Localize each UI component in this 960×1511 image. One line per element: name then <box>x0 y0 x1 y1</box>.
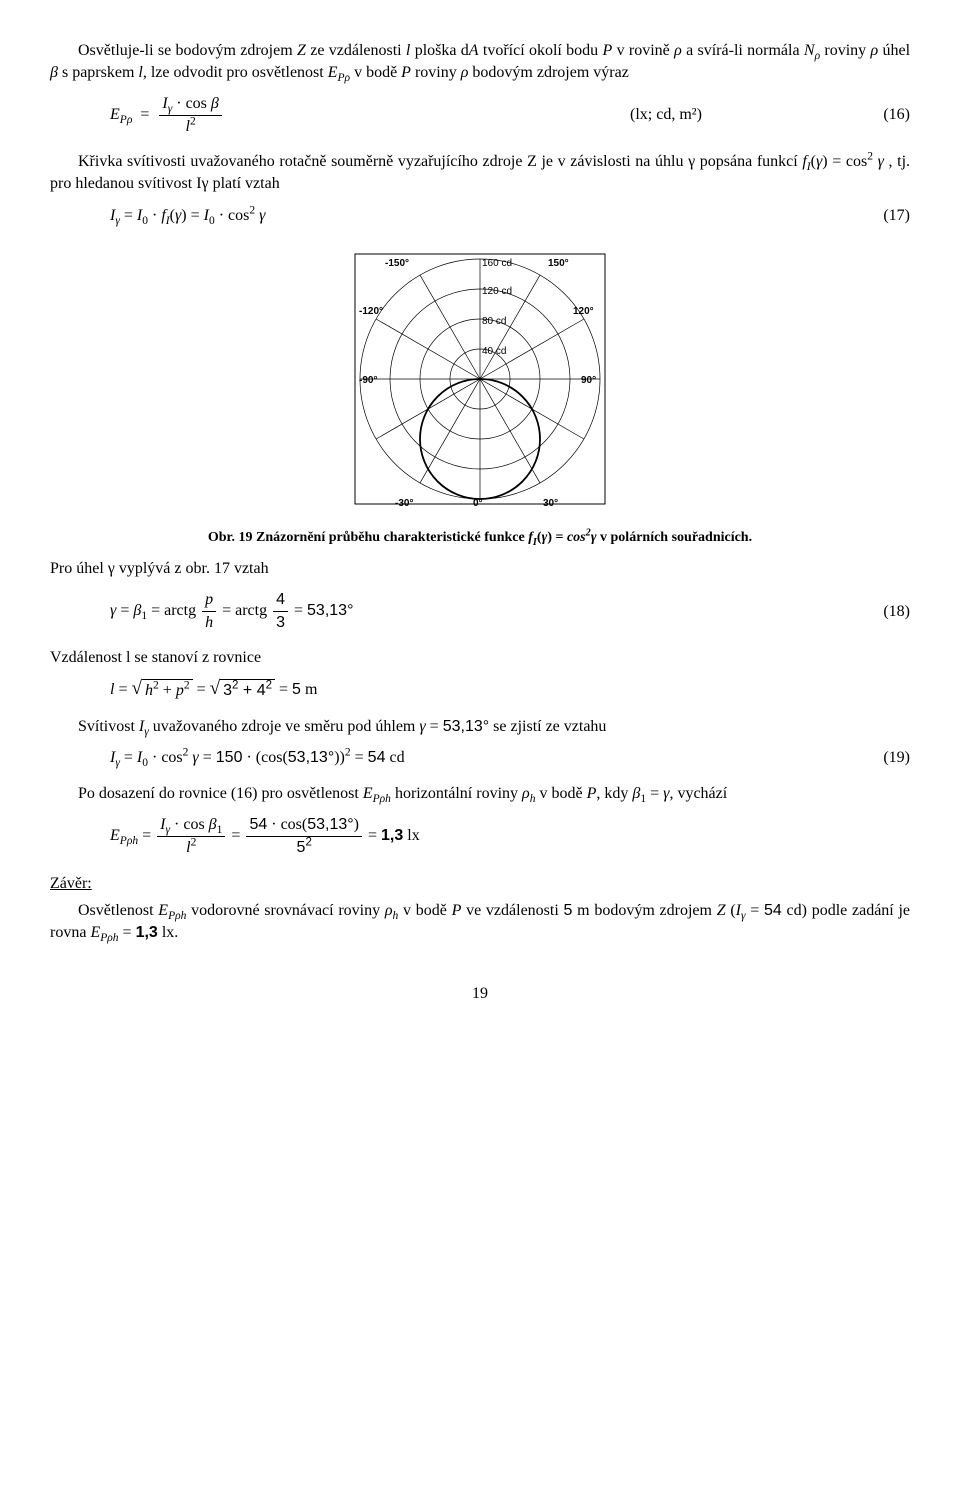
equation-19: Iγ = I0 · cos2 γ = 150 · (cos(53,13°))2 … <box>50 747 910 769</box>
conclusion-body: Osvětlenost EPρh vodorovné srovnávací ro… <box>50 900 910 943</box>
para-5: Svítivost Iγ uvažovaného zdroje ve směru… <box>50 716 910 738</box>
figure-polar-diagram: 40 cd 80 cd 120 cd 160 cd -150° 150° -12… <box>50 244 910 521</box>
eq16-num: (16) <box>850 104 910 126</box>
para-4: Vzdálenost l se stanoví z rovnice <box>50 647 910 669</box>
svg-text:120 cd: 120 cd <box>482 286 512 297</box>
svg-text:-150°: -150° <box>385 258 409 269</box>
para-2: Křivka svítivosti uvažovaného rotačně so… <box>50 151 910 194</box>
svg-text:90°: 90° <box>581 375 596 386</box>
eq16-unit: (lx; cd, m²) <box>630 104 850 126</box>
svg-text:-120°: -120° <box>359 306 383 317</box>
equation-17: Iγ = I0 · fI(γ) = I0 · cos2 γ (17) <box>50 205 910 227</box>
conclusion-label: Závěr: <box>50 873 910 895</box>
svg-text:-30°: -30° <box>395 498 413 509</box>
eq19-num: (19) <box>850 747 910 769</box>
eq17-num: (17) <box>850 205 910 227</box>
para-6: Po dosazení do rovnice (16) pro osvětlen… <box>50 783 910 805</box>
eq18-num: (18) <box>850 601 910 623</box>
figure-caption: Obr. 19 Znázornění průběhu charakteristi… <box>50 529 910 548</box>
equation-18: γ = β1 = arctg ph = arctg 43 = 53,13° (1… <box>50 589 910 633</box>
equation-final: EPρh = Iγ · cos β1 l2 = 54 · cos(53,13°)… <box>50 814 910 858</box>
eq16-E: E <box>110 106 120 123</box>
page-number: 19 <box>50 983 910 1005</box>
svg-text:0°: 0° <box>473 498 483 509</box>
svg-text:150°: 150° <box>548 258 569 269</box>
equation-16: EPρ = Iγ · cos β l2 (lx; cd, m²) (16) <box>50 93 910 137</box>
svg-text:-90°: -90° <box>359 375 377 386</box>
para-3: Pro úhel γ vyplývá z obr. 17 vztah <box>50 558 910 580</box>
svg-text:120°: 120° <box>573 306 594 317</box>
para-1: Osvětluje-li se bodovým zdrojem Z ze vzd… <box>50 40 910 83</box>
svg-text:160 cd: 160 cd <box>482 258 512 269</box>
svg-text:30°: 30° <box>543 498 558 509</box>
svg-text:80 cd: 80 cd <box>482 316 506 327</box>
svg-text:40 cd: 40 cd <box>482 346 506 357</box>
equation-l: l = √h2 + p2 = √32 + 42 = 5 m <box>50 679 910 702</box>
